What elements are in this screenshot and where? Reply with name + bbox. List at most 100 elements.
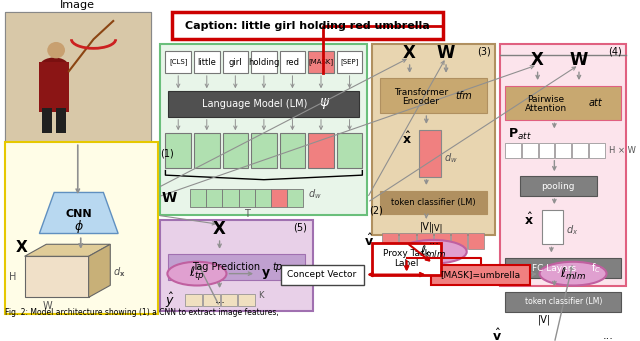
Bar [185, 294, 202, 307]
Bar [203, 294, 220, 307]
Text: H: H [10, 272, 17, 282]
Bar [5, 12, 150, 142]
Bar [165, 133, 191, 168]
Bar [581, 328, 598, 341]
Text: holding: holding [248, 58, 280, 66]
Text: $\mathbf{W}$: $\mathbf{W}$ [436, 44, 456, 62]
Bar [308, 133, 334, 168]
Bar [563, 328, 580, 341]
Text: $d_\mathbf{x}$: $d_\mathbf{x}$ [113, 265, 125, 279]
Text: $\mathbf{P}_{att}$: $\mathbf{P}_{att}$ [508, 127, 532, 142]
Text: (1): (1) [161, 148, 174, 158]
Bar [505, 292, 621, 312]
Bar [280, 265, 364, 285]
Bar [40, 62, 69, 112]
Bar [172, 12, 443, 39]
Text: $\hat{\mathbf{v}}$: $\hat{\mathbf{v}}$ [492, 328, 502, 341]
Text: $\psi$: $\psi$ [319, 97, 331, 112]
Ellipse shape [40, 58, 69, 76]
Text: |V|: |V| [420, 222, 433, 232]
Ellipse shape [540, 262, 607, 285]
Bar [280, 133, 305, 168]
Text: $\hat{y}$: $\hat{y}$ [165, 291, 175, 310]
Text: $\hat{\mathbf{x}}$: $\hat{\mathbf{x}}$ [524, 212, 534, 228]
Text: $\mathbf{W}$: $\mathbf{W}$ [569, 51, 589, 69]
Bar [161, 220, 313, 311]
Bar [190, 189, 206, 207]
Text: Proxy Task: Proxy Task [383, 249, 430, 258]
Bar [251, 133, 276, 168]
Text: att: att [589, 98, 603, 108]
Text: Tag Prediction: Tag Prediction [192, 262, 260, 272]
Bar [287, 189, 303, 207]
Text: $\mathbf{y}$: $\mathbf{y}$ [261, 267, 271, 281]
Bar [161, 44, 367, 215]
Text: girl: girl [228, 58, 242, 66]
Bar [572, 143, 588, 158]
Text: |V|: |V| [538, 314, 551, 325]
Text: red: red [285, 58, 300, 66]
Text: $\mathbf{X}$: $\mathbf{X}$ [15, 239, 28, 255]
Bar [545, 328, 562, 341]
Bar [255, 189, 271, 207]
Bar [520, 176, 596, 196]
Text: $d_w$: $d_w$ [444, 151, 458, 165]
Text: ...: ... [428, 236, 439, 246]
Text: $\mathbf{X}$: $\mathbf{X}$ [531, 51, 545, 69]
Text: (2): (2) [369, 206, 383, 216]
Text: W: W [42, 301, 52, 311]
Polygon shape [88, 244, 110, 297]
Bar [417, 233, 433, 249]
Bar [541, 210, 563, 244]
Bar [380, 191, 488, 214]
Text: $\mathbf{X}$: $\mathbf{X}$ [403, 44, 417, 62]
Bar [168, 254, 305, 280]
Bar [238, 294, 255, 307]
Bar [223, 51, 248, 73]
Text: $\ell_{mlm}$: $\ell_{mlm}$ [560, 266, 586, 282]
Text: T: T [244, 209, 250, 219]
Bar [380, 78, 488, 113]
Text: $d_x$: $d_x$ [566, 224, 579, 237]
Ellipse shape [47, 42, 65, 58]
Text: Concept Vector: Concept Vector [287, 270, 356, 279]
Bar [42, 108, 52, 133]
Text: (5): (5) [293, 222, 307, 232]
Bar [251, 51, 276, 73]
Bar [280, 51, 305, 73]
Bar [24, 256, 88, 297]
Bar [194, 133, 220, 168]
Bar [419, 130, 441, 177]
Bar [337, 133, 362, 168]
Bar [5, 12, 150, 142]
Bar [382, 233, 398, 249]
Polygon shape [40, 192, 118, 234]
Text: $\mathbf{W}$: $\mathbf{W}$ [161, 191, 178, 205]
Bar [239, 189, 255, 207]
Bar [451, 233, 467, 249]
Text: ...: ... [215, 295, 226, 305]
Ellipse shape [168, 262, 227, 285]
Polygon shape [24, 244, 110, 256]
Text: pooling: pooling [541, 182, 575, 191]
Bar [522, 143, 538, 158]
Text: FC Layers: FC Layers [532, 264, 576, 273]
Bar [500, 44, 626, 285]
Text: little: little [197, 58, 216, 66]
Text: H × W: H × W [609, 146, 636, 155]
Bar [505, 143, 521, 158]
Text: Language Model (LM): Language Model (LM) [202, 99, 307, 109]
Text: $\ell_{mlm}$: $\ell_{mlm}$ [420, 244, 446, 260]
Text: Attention: Attention [525, 104, 567, 113]
Text: (3): (3) [477, 46, 492, 56]
Text: [MASK]: [MASK] [308, 59, 333, 65]
Text: $\mathbf{X}$: $\mathbf{X}$ [212, 220, 227, 238]
Bar [434, 233, 450, 249]
Bar [468, 233, 484, 249]
Text: Fig. 2: Model architecture showing (1) a CNN to extract image features,: Fig. 2: Model architecture showing (1) a… [5, 308, 278, 317]
Text: $d_w$: $d_w$ [308, 188, 322, 201]
Text: Label: Label [394, 259, 419, 268]
Bar [194, 51, 220, 73]
Bar [206, 189, 222, 207]
Bar [308, 51, 334, 73]
